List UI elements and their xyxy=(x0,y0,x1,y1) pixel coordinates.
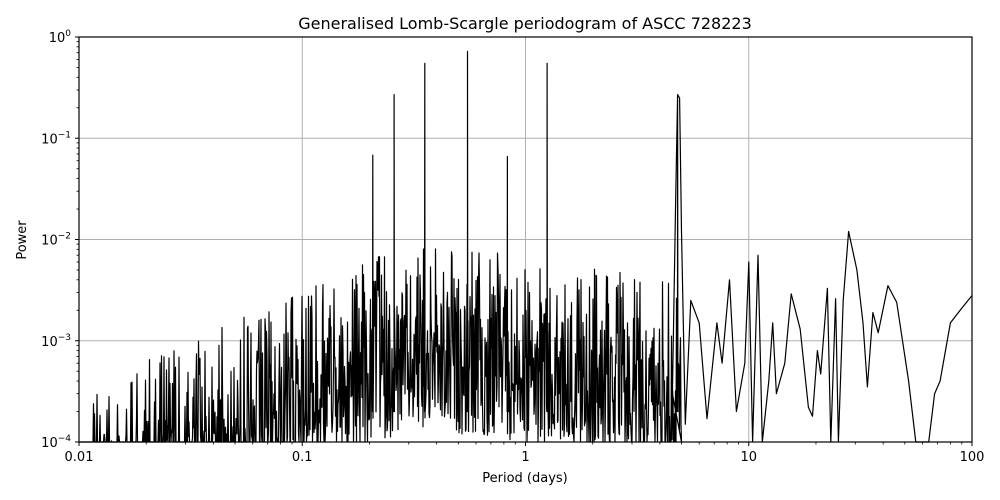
chart-title: Generalised Lomb-Scargle periodogram of … xyxy=(298,14,752,33)
x-tick-label: 1 xyxy=(521,450,529,465)
x-tick-label: 0.01 xyxy=(65,450,94,465)
y-tick-label: 10−2 xyxy=(41,232,71,249)
x-axis-ticks: 0.01 0.1 1 10 100 xyxy=(65,442,985,465)
x-axis-label: Period (days) xyxy=(482,471,568,486)
y-axis-label: Power xyxy=(15,220,30,260)
y-tick-label: 10−1 xyxy=(41,130,71,147)
x-tick-label: 10 xyxy=(740,450,757,465)
x-tick-label: 100 xyxy=(960,450,985,465)
y-tick-label: 10−3 xyxy=(41,333,71,350)
grid-lines xyxy=(79,37,972,442)
y-tick-label: 100 xyxy=(49,29,72,46)
periodogram-curve xyxy=(78,50,973,443)
y-tick-label: 10−4 xyxy=(41,434,71,451)
y-axis-ticks: 10−4 10−3 10−2 10−1 100 xyxy=(41,29,79,451)
x-tick-label: 0.1 xyxy=(292,450,313,465)
